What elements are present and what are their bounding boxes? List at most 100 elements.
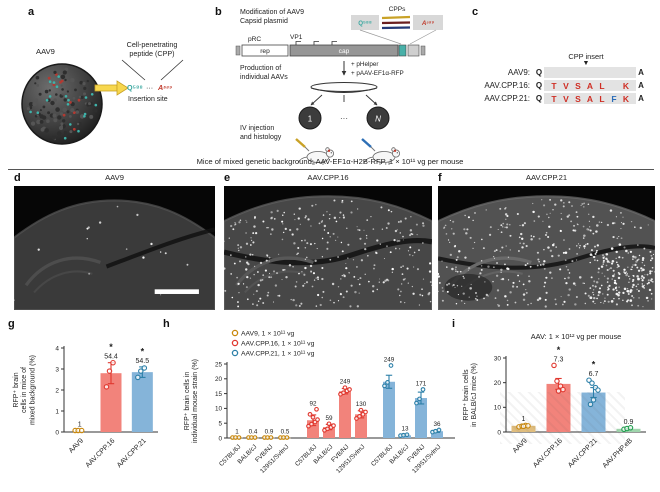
step1-line2: Capsid plasmid — [240, 18, 288, 25]
insertion-site-q: Q⁵⁸⁸ — [127, 83, 143, 92]
cpp-table: CPP insert ▼ AAV9: Q A AAV.CPP.16: Q T V S A L K A AAV… — [456, 52, 646, 105]
bar — [383, 381, 395, 438]
rfp-cell-speckles — [224, 199, 432, 308]
a-flank-label: A⁵⁸⁹ — [421, 20, 435, 27]
virus-dots: ··· — [340, 114, 348, 123]
capsid-dot — [55, 107, 60, 112]
data-point — [551, 362, 557, 369]
capsid-dot — [79, 80, 83, 85]
capsid-dot — [63, 133, 67, 137]
capsid-dot — [76, 122, 80, 126]
capsid-dot — [36, 84, 40, 87]
bar — [339, 391, 351, 438]
capsid-dot — [89, 114, 94, 119]
y-tick-label: 10 — [215, 406, 223, 413]
capsid-dot — [60, 74, 66, 80]
capsid-dot — [74, 88, 77, 92]
data-point — [555, 388, 562, 394]
cap-end-box — [407, 44, 420, 57]
a-flank-box — [413, 15, 443, 30]
data-point — [106, 368, 113, 374]
legend-label: AAV9, 1 × 10¹¹ vg — [241, 330, 295, 337]
panel-letter-a: a — [28, 6, 35, 18]
hippocampus-band-2 — [33, 270, 93, 294]
panel-g-bar-chart: 0 1 2 3 4 RFP⁺ brain cells in mice of mixed bac… — [13, 342, 158, 469]
fold-change-label: 0.4 — [249, 429, 258, 436]
insertion-arrow-head — [116, 80, 129, 96]
capsid-dot — [83, 115, 86, 118]
panel-e-title: AAV.CPP.16 — [307, 173, 349, 182]
paav-rfp-label: + pAAV-EF1α-RFP — [351, 70, 404, 77]
capsid-dot — [62, 119, 66, 123]
capsid-dot — [57, 75, 60, 78]
capsid-dot — [90, 93, 94, 96]
y-tick-label: 1 — [55, 408, 59, 415]
sequence-row: AAV9: Q A — [456, 66, 646, 79]
insertion-site-a: A⁵⁸⁹ — [157, 83, 172, 92]
data-point — [388, 363, 394, 368]
capsid-dot — [35, 75, 40, 80]
panel-e-micrograph — [224, 186, 432, 310]
panel-letter-c: c — [472, 6, 479, 18]
cap-label: cap — [339, 48, 350, 55]
panel-letter-f: f — [438, 172, 442, 184]
bar — [415, 398, 427, 438]
y-tick-label: 25 — [215, 361, 223, 368]
capsid-dot — [62, 70, 67, 75]
panel-letter-e: e — [224, 172, 231, 184]
data-point — [342, 385, 348, 391]
cpp-insert-label: CPP insert — [568, 52, 604, 61]
capsid-dot — [48, 89, 51, 92]
capsid-dot — [70, 102, 75, 107]
legend-marker — [231, 329, 239, 337]
scale-bar — [154, 289, 199, 294]
fold-change-label: 249 — [340, 379, 351, 386]
capsid-dot — [44, 128, 49, 133]
panel-letter-g: g — [8, 318, 15, 330]
dish-arrow-right — [365, 94, 378, 106]
data-point — [414, 400, 419, 406]
capsid-dot — [34, 82, 37, 85]
capsid-dot — [63, 98, 67, 102]
capsid-dot — [48, 80, 52, 83]
def-shared-title: Mice of mixed genetic background; AAV-EF… — [196, 157, 464, 166]
capsid-dot — [30, 121, 36, 126]
capsid-dot — [83, 112, 87, 116]
data-point — [110, 359, 116, 366]
panel-d-title: AAV9 — [105, 173, 124, 182]
step1-line1: Modification of AAV9 — [240, 9, 304, 16]
capsid-dot — [75, 110, 80, 114]
svg-text:RFP⁺ brain cells in: RFP⁺ brain cells in — [184, 372, 191, 431]
cpp-variant-gold — [381, 15, 411, 20]
capsid-dot — [40, 127, 45, 132]
capsid-dot — [53, 70, 57, 74]
cpp-pointer-right — [160, 59, 184, 81]
svg-text:RFP⁺ brain: RFP⁺ brain — [13, 372, 20, 407]
flank-a: A — [638, 94, 644, 103]
bar — [323, 427, 335, 438]
capsid-dot — [36, 111, 40, 114]
capsid-dot — [39, 114, 44, 119]
cpp-variant-navy — [381, 26, 411, 30]
rfp-cell-speckles — [438, 198, 655, 308]
capsid-dot — [52, 83, 56, 87]
capsid-dot — [57, 115, 62, 120]
data-point — [252, 435, 258, 440]
svg-text:mixed background (%): mixed background (%) — [29, 355, 36, 425]
syringe-icon — [295, 138, 306, 148]
rep-box — [241, 44, 289, 57]
data-point — [404, 432, 410, 438]
svg-text:cells in mice of: cells in mice of — [21, 367, 28, 413]
insert-connector-left — [359, 29, 402, 45]
virus-n-label: N — [375, 115, 381, 124]
capsid-dot — [52, 113, 57, 118]
fold-change-label: 0.5 — [281, 429, 290, 436]
mouse-eye — [330, 152, 332, 154]
cpp-insert-marker: ▼ — [582, 60, 590, 67]
svg-text:in BALB/cJ mice (%): in BALB/cJ mice (%) — [471, 363, 478, 427]
cpp-insert-header: CPP insert ▼ — [456, 52, 646, 67]
y-tick-label: 4 — [55, 345, 59, 352]
dish-arrow-left — [310, 94, 323, 106]
promoter-arrows — [295, 41, 337, 45]
